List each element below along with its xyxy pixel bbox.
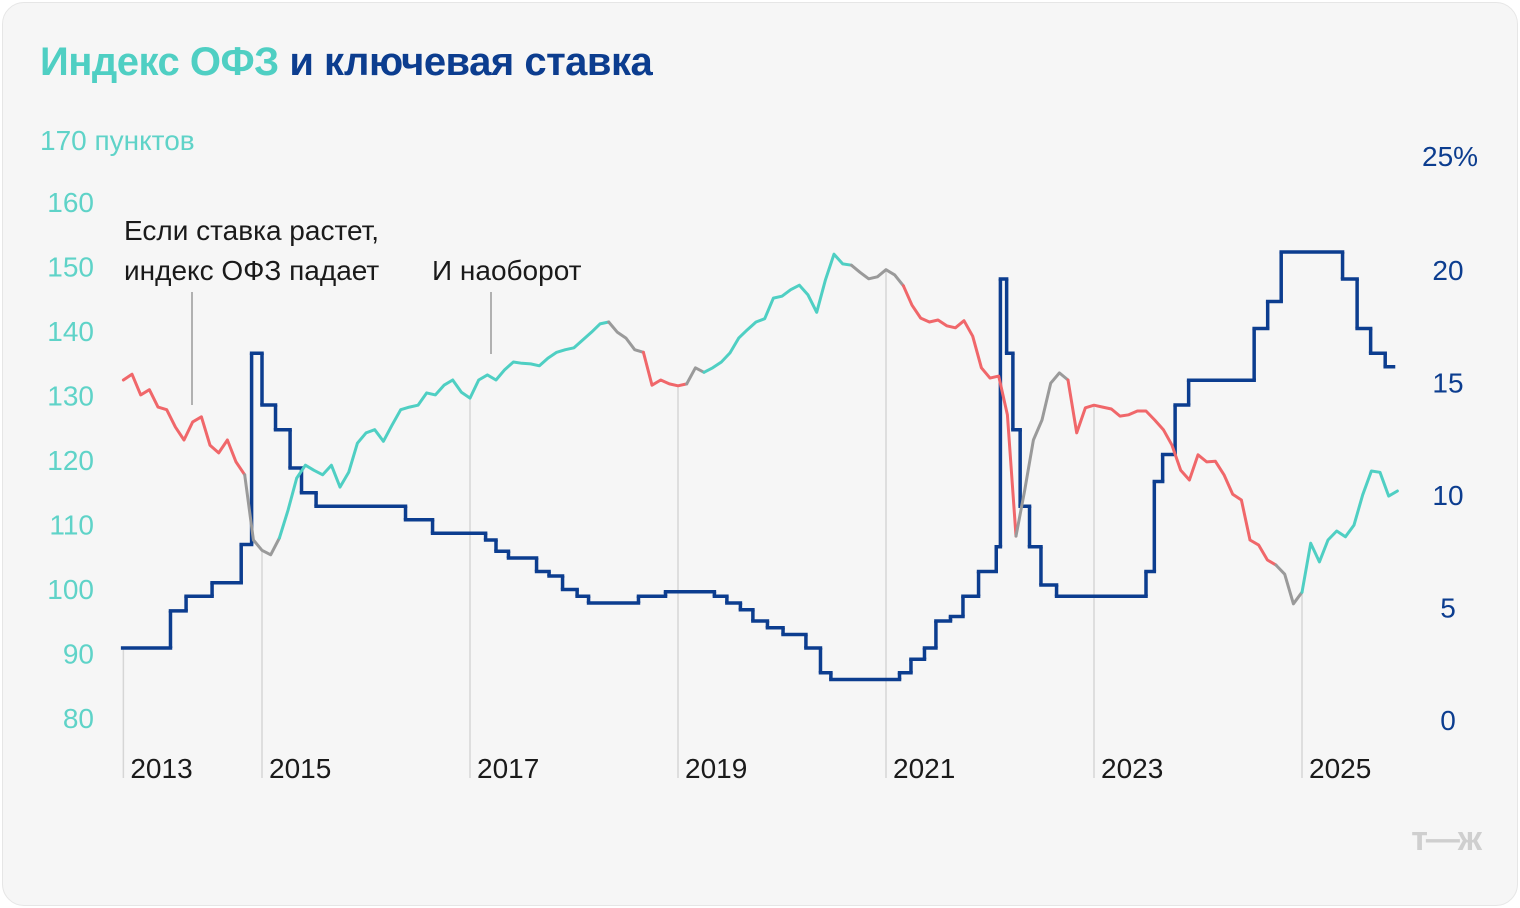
left-tick-label: 80 xyxy=(63,703,94,734)
index-line-falling xyxy=(121,372,247,477)
index-line-transition xyxy=(685,366,706,386)
index-line-falling xyxy=(641,350,689,388)
left-tick-label: 140 xyxy=(47,316,94,347)
left-tick-label: 120 xyxy=(47,445,94,476)
index-line-transition xyxy=(849,263,905,288)
left-tick-label: 130 xyxy=(47,381,94,412)
x-tick-label: 2019 xyxy=(685,753,747,784)
annotation-text: Если ставка растет, xyxy=(124,215,379,246)
left-tick-label: 100 xyxy=(47,574,94,605)
right-tick-label: 10 xyxy=(1432,480,1463,511)
right-tick-label: 20 xyxy=(1432,255,1463,286)
left-tick-label: 90 xyxy=(63,639,94,670)
x-tick-label: 2021 xyxy=(893,753,955,784)
right-tick-label: 5 xyxy=(1440,593,1456,624)
chart-title: Индекс ОФЗ и ключевая ставка xyxy=(40,40,653,85)
left-tick-label: 160 xyxy=(47,187,94,218)
index-line-transition xyxy=(1274,563,1304,606)
title-index: Индекс ОФЗ xyxy=(40,40,279,84)
index-line-rising xyxy=(1300,469,1399,594)
x-tick-label: 2015 xyxy=(269,753,331,784)
index-line-rising xyxy=(277,320,611,540)
index-line-falling xyxy=(1066,378,1278,567)
left-tick-label: 110 xyxy=(49,510,94,541)
annotation-text: И наоборот xyxy=(432,255,582,286)
x-tick-label: 2017 xyxy=(477,753,539,784)
x-tick-label: 2025 xyxy=(1309,753,1371,784)
left-axis-unit-label: 170 пунктов xyxy=(40,125,195,156)
index-line-transition xyxy=(243,473,281,557)
title-rate: и ключевая ставка xyxy=(278,40,653,84)
annotation-text: индекс ОФЗ падает xyxy=(124,255,379,286)
right-axis-unit-label: 25% xyxy=(1422,141,1478,172)
index-line-transition xyxy=(607,320,645,354)
left-tick-label: 150 xyxy=(47,252,94,283)
x-tick-label: 2013 xyxy=(130,753,192,784)
index-line-transition xyxy=(1014,371,1070,538)
right-tick-label: 15 xyxy=(1432,368,1463,399)
right-tick-label: 0 xyxy=(1440,705,1456,736)
index-line-rising xyxy=(702,252,853,374)
index-line-falling xyxy=(901,284,1018,538)
x-tick-label: 2023 xyxy=(1101,753,1163,784)
tj-logo: т—ж xyxy=(1411,820,1482,858)
